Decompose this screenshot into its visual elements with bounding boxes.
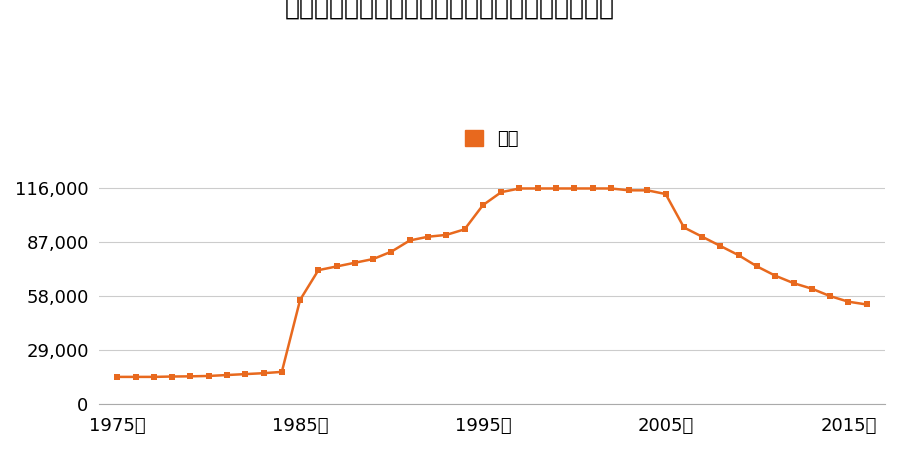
価格 — [532, 186, 543, 191]
価格 — [404, 238, 415, 243]
価格 — [752, 264, 762, 269]
価格 — [423, 234, 434, 239]
価格 — [606, 186, 616, 191]
価格 — [624, 188, 634, 193]
価格 — [514, 186, 525, 191]
価格 — [770, 273, 780, 279]
価格 — [386, 249, 397, 254]
Legend: 価格: 価格 — [458, 123, 526, 156]
価格 — [716, 243, 726, 249]
価格 — [221, 372, 232, 378]
価格 — [661, 191, 671, 197]
価格 — [697, 234, 707, 239]
価格 — [788, 280, 799, 286]
価格 — [276, 369, 287, 374]
価格 — [843, 299, 854, 304]
価格 — [240, 371, 251, 377]
価格 — [496, 189, 507, 195]
価格 — [679, 225, 689, 230]
価格 — [166, 374, 177, 379]
価格 — [642, 188, 652, 193]
価格 — [478, 202, 489, 208]
価格 — [258, 370, 269, 376]
価格 — [861, 302, 872, 307]
価格 — [824, 293, 835, 299]
価格 — [331, 264, 342, 269]
価格 — [294, 297, 305, 302]
価格 — [587, 186, 598, 191]
価格 — [459, 227, 470, 232]
価格 — [203, 373, 214, 378]
価格 — [569, 186, 580, 191]
価格 — [734, 252, 744, 258]
価格 — [806, 286, 817, 292]
価格 — [313, 267, 324, 273]
価格 — [130, 374, 141, 380]
価格 — [148, 374, 159, 380]
価格 — [349, 260, 360, 265]
Line: 価格: 価格 — [114, 186, 869, 380]
価格 — [551, 186, 562, 191]
価格 — [368, 256, 379, 262]
Text: 秋田県秋田市楢山字太田沢７７番３２の地価推移: 秋田県秋田市楢山字太田沢７７番３２の地価推移 — [285, 0, 615, 19]
価格 — [185, 374, 196, 379]
価格 — [112, 374, 122, 380]
価格 — [441, 232, 452, 238]
